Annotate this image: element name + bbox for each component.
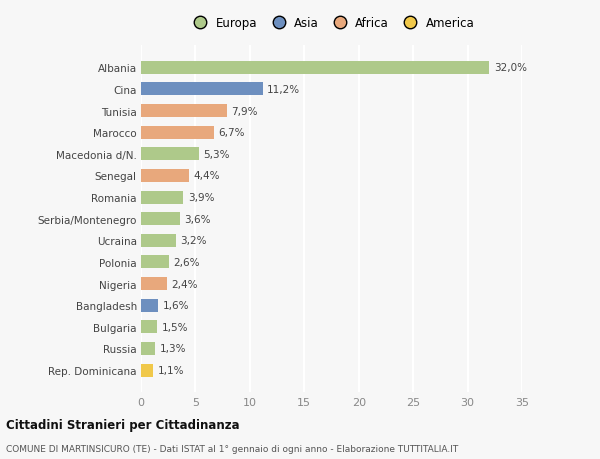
- Bar: [141, 148, 199, 161]
- Text: Cittadini Stranieri per Cittadinanza: Cittadini Stranieri per Cittadinanza: [6, 418, 239, 431]
- Text: 1,3%: 1,3%: [160, 344, 186, 353]
- Bar: [141, 191, 184, 204]
- Text: 1,1%: 1,1%: [157, 365, 184, 375]
- Text: 6,7%: 6,7%: [218, 128, 245, 138]
- Bar: [141, 169, 189, 183]
- Text: 1,5%: 1,5%: [161, 322, 188, 332]
- Text: 3,2%: 3,2%: [180, 236, 206, 246]
- Text: 7,9%: 7,9%: [232, 106, 258, 116]
- Bar: [141, 299, 158, 312]
- Legend: Europa, Asia, Africa, America: Europa, Asia, Africa, America: [188, 17, 475, 30]
- Text: 4,4%: 4,4%: [193, 171, 220, 181]
- Text: 3,6%: 3,6%: [185, 214, 211, 224]
- Bar: [141, 234, 176, 247]
- Text: COMUNE DI MARTINSICURO (TE) - Dati ISTAT al 1° gennaio di ogni anno - Elaborazio: COMUNE DI MARTINSICURO (TE) - Dati ISTAT…: [6, 444, 458, 453]
- Bar: [141, 277, 167, 291]
- Text: 32,0%: 32,0%: [494, 63, 527, 73]
- Text: 5,3%: 5,3%: [203, 150, 230, 159]
- Bar: [141, 126, 214, 140]
- Text: 11,2%: 11,2%: [267, 85, 301, 95]
- Bar: [141, 256, 169, 269]
- Bar: [141, 62, 490, 75]
- Text: 3,9%: 3,9%: [188, 193, 214, 202]
- Text: 2,4%: 2,4%: [172, 279, 198, 289]
- Text: 2,6%: 2,6%: [173, 257, 200, 267]
- Bar: [141, 364, 153, 377]
- Bar: [141, 105, 227, 118]
- Bar: [141, 213, 180, 226]
- Bar: [141, 320, 157, 334]
- Bar: [141, 342, 155, 355]
- Text: 1,6%: 1,6%: [163, 301, 189, 310]
- Bar: [141, 83, 263, 96]
